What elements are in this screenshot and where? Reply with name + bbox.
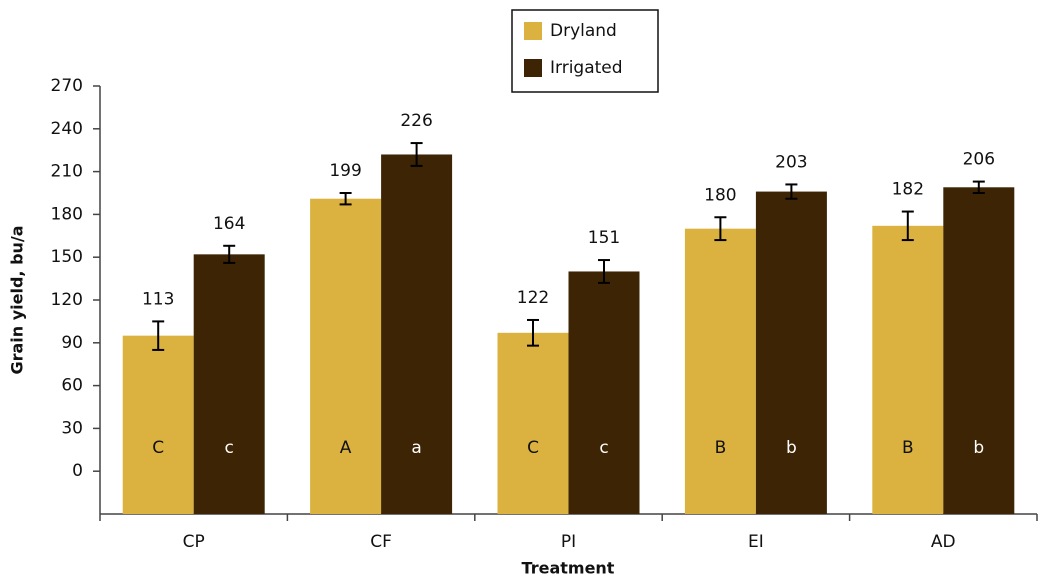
letter-label: B (902, 438, 914, 458)
data-label: 226 (400, 111, 432, 131)
y-tick-label: 30 (61, 418, 83, 438)
data-label: 199 (329, 161, 361, 181)
y-tick-label: 60 (61, 376, 83, 396)
letter-label: a (411, 438, 421, 458)
data-label: 180 (704, 185, 736, 205)
bar (755, 191, 827, 514)
bar (310, 198, 382, 514)
y-tick-label: 180 (51, 204, 83, 224)
legend-label: Irrigated (550, 58, 623, 78)
data-label: 151 (588, 228, 620, 248)
bar (497, 332, 569, 514)
bar (193, 254, 265, 514)
x-tick-label: CP (183, 532, 205, 552)
data-label: 113 (142, 289, 174, 309)
y-tick-label: 150 (51, 247, 83, 267)
x-tick-label: AD (931, 532, 956, 552)
letter-label: c (599, 438, 608, 458)
x-tick-label: PI (561, 532, 576, 552)
y-tick-label: 0 (72, 461, 83, 481)
letter-label: b (973, 438, 984, 458)
letter-label: A (340, 438, 352, 458)
bar (943, 187, 1015, 514)
x-axis-title: Treatment (522, 559, 615, 578)
letter-label: B (715, 438, 727, 458)
y-tick-label: 210 (51, 162, 83, 182)
bar (381, 154, 453, 515)
letter-label: C (527, 438, 539, 458)
letter-label: C (152, 438, 164, 458)
y-axis-title: Grain yield, bu/a (8, 225, 27, 374)
data-label: 206 (963, 150, 995, 170)
x-tick-label: CF (370, 532, 392, 552)
y-tick-label: 240 (51, 119, 83, 139)
data-label: 164 (213, 214, 245, 234)
x-tick-label: EI (748, 532, 764, 552)
letter-label: b (786, 438, 797, 458)
bar (122, 335, 194, 514)
y-tick-label: 90 (61, 333, 83, 353)
bar (568, 271, 640, 514)
bar (684, 228, 756, 514)
data-label: 122 (517, 288, 549, 308)
letter-label: c (225, 438, 234, 458)
data-label: 203 (775, 152, 807, 172)
bar (872, 225, 944, 514)
legend-label: Dryland (550, 21, 617, 41)
data-label: 182 (892, 180, 924, 200)
y-tick-label: 120 (51, 290, 83, 310)
y-tick-label: 270 (51, 76, 83, 96)
legend-swatch (524, 22, 542, 40)
legend-swatch (524, 59, 542, 77)
